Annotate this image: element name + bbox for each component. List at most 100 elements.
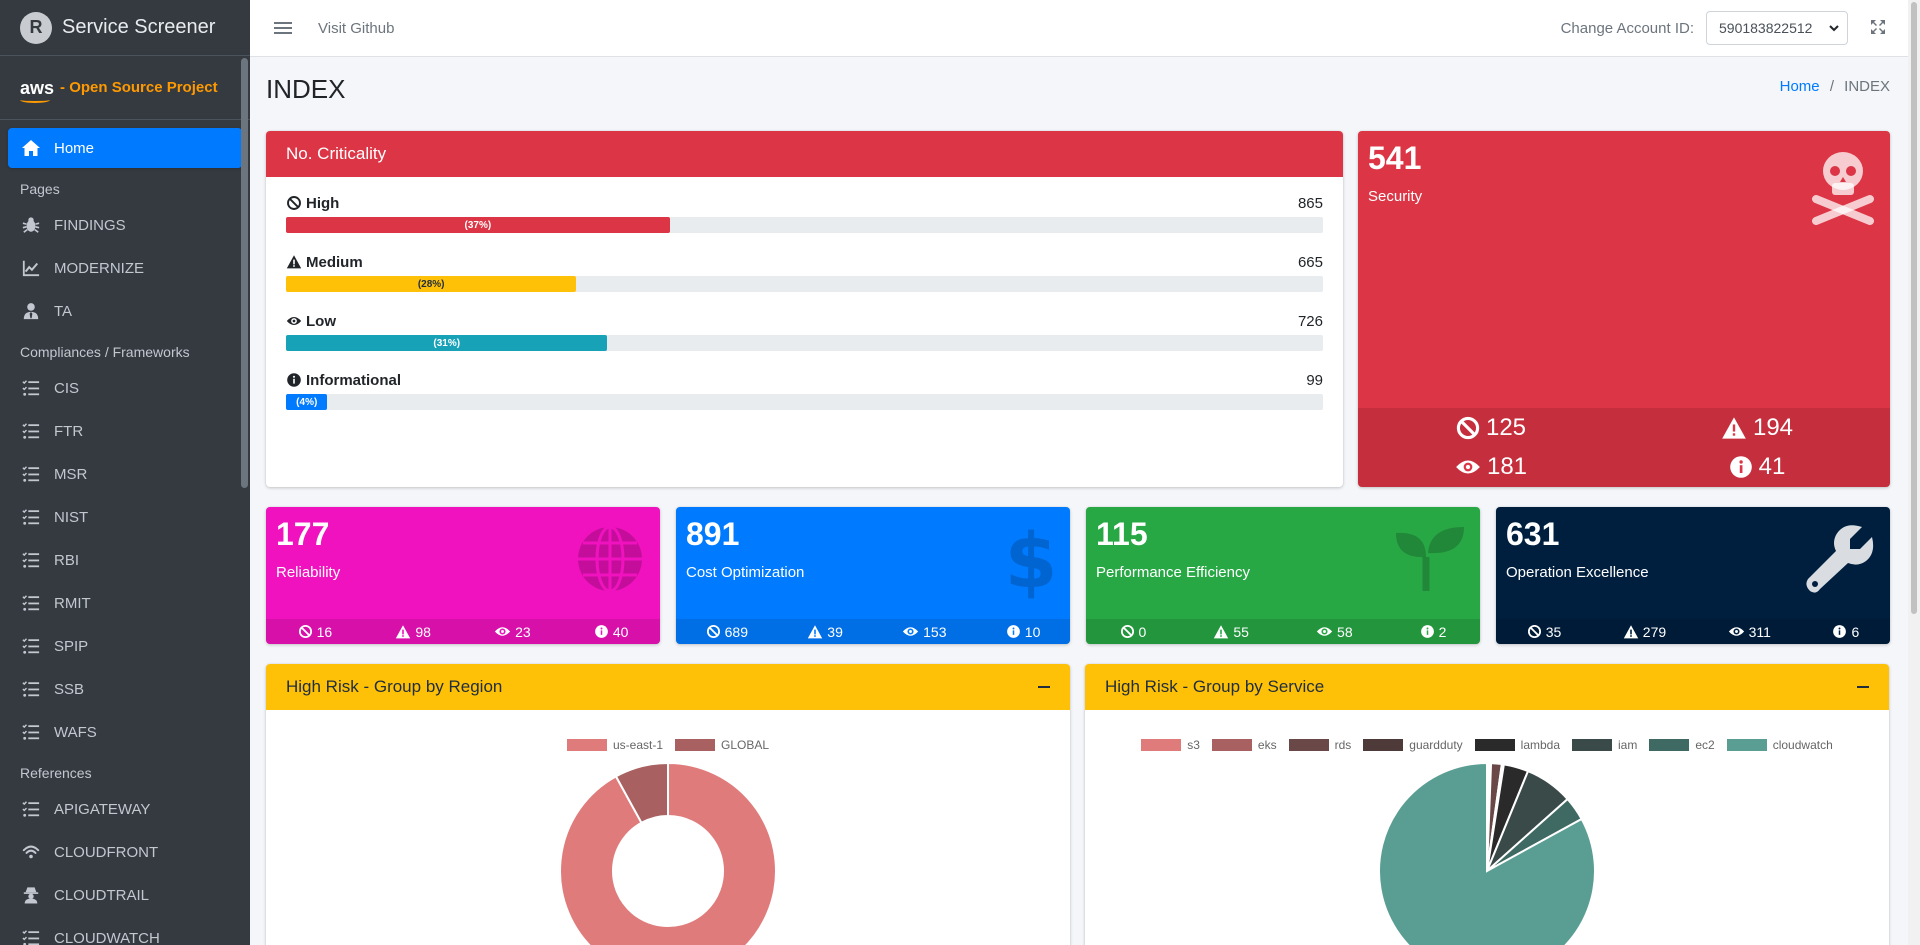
sidebar-item-home[interactable]: Home	[8, 128, 242, 168]
progress-fill: (28%)	[286, 276, 577, 292]
seedling-icon-wrap	[1394, 523, 1466, 596]
legend-label: eks	[1257, 738, 1277, 752]
list-icon	[22, 380, 40, 396]
page-scrollbar[interactable]	[1908, 0, 1920, 945]
warning-icon	[286, 255, 302, 269]
info-icon	[287, 373, 301, 387]
sidebar-item-rbi[interactable]: RBI	[8, 540, 242, 580]
legend-swatch	[1474, 739, 1515, 751]
security-label: Security	[1368, 188, 1423, 206]
legend-entry[interactable]: cloudwatch	[1726, 738, 1833, 752]
legend-entry[interactable]: ec2	[1649, 738, 1715, 752]
security-breakdown: 125 194 181 41	[1358, 408, 1890, 487]
ban-icon	[706, 624, 720, 639]
breadcrumb-current: INDEX	[1844, 78, 1890, 95]
dollar-icon-wrap: $	[1005, 516, 1058, 605]
sidebar-item-findings[interactable]: FINDINGS	[8, 205, 242, 245]
pillar-high: 16	[298, 624, 332, 640]
user-tie-icon-wrap	[20, 302, 42, 320]
legend-entry[interactable]: lambda	[1474, 738, 1561, 752]
sidebar-scrollbar[interactable]	[241, 58, 248, 488]
chart-line-icon	[22, 260, 40, 277]
sidebar-item-wafs[interactable]: WAFS	[8, 712, 242, 752]
list-icon	[22, 552, 40, 568]
menu-toggle-icon[interactable]	[274, 19, 292, 37]
collapse-icon[interactable]	[1857, 686, 1869, 688]
legend-label: lambda	[1520, 738, 1561, 752]
pie-slice-us-east-1[interactable]	[559, 761, 777, 945]
list-icon	[22, 801, 40, 817]
pillar-box-operation-excellence[interactable]: 631 Operation Excellence 35 279 311 6	[1496, 507, 1890, 644]
wifi-icon-wrap	[20, 843, 42, 861]
legend-label: s3	[1187, 738, 1200, 752]
legend-entry[interactable]: GLOBAL	[675, 738, 769, 752]
security-box[interactable]: 541 Security 125 194 181	[1358, 131, 1890, 487]
criticality-list: High 865 (37%) Medium 665 (28%) Low 726 …	[266, 177, 1343, 410]
sidebar-item-modernize[interactable]: MODERNIZE	[8, 248, 242, 288]
pillar-low: 58	[1316, 623, 1353, 640]
list-icon	[22, 638, 40, 654]
pillar-label: Cost Optimization	[686, 564, 805, 582]
legend-swatch	[1363, 739, 1404, 751]
sidebar-item-cloudtrail[interactable]: CLOUDTRAIL	[8, 875, 242, 915]
pie-slice-GLOBAL[interactable]	[614, 761, 669, 825]
legend-entry[interactable]: rds	[1288, 738, 1351, 752]
sidebar-item-label: MSR	[54, 465, 88, 483]
pillar-high: 35	[1527, 624, 1561, 640]
collapse-icon[interactable]	[1038, 686, 1050, 688]
legend-entry[interactable]: eks	[1211, 738, 1277, 752]
breadcrumb-home-link[interactable]: Home	[1779, 78, 1820, 95]
pillar-breakdown: 0 55 58 2	[1086, 619, 1480, 644]
pillar-box-reliability[interactable]: 177 Reliability 16 98 23 40	[266, 507, 660, 644]
pillar-label: Reliability	[276, 564, 341, 582]
progress-fill: (4%)	[286, 394, 328, 410]
pillar-box-cost-optimization[interactable]: 891 Cost Optimization $ 689 39 153 10	[676, 507, 1070, 644]
legend-label: ec2	[1695, 738, 1715, 752]
ban-icon	[1120, 624, 1134, 639]
legend-swatch	[566, 739, 607, 751]
account-select[interactable]: 590183822512	[1706, 11, 1848, 45]
sidebar-item-cloudfront[interactable]: CLOUDFRONT	[8, 832, 242, 872]
eye-icon	[1728, 627, 1744, 636]
pillar-box-performance-efficiency[interactable]: 115 Performance Efficiency 0 55 58 2	[1086, 507, 1480, 644]
sidebar-item-ta[interactable]: TA	[8, 291, 242, 331]
sidebar-item-nist[interactable]: NIST	[8, 497, 242, 537]
account-label: Change Account ID:	[1560, 19, 1694, 37]
security-medium: 194	[1624, 410, 1890, 446]
legend-entry[interactable]: us-east-1	[566, 738, 663, 752]
list-icon	[22, 509, 40, 525]
pie-slice-cloudwatch[interactable]	[1378, 761, 1596, 945]
pillar-medium: 98	[395, 624, 431, 640]
visit-github-link[interactable]: Visit Github	[318, 19, 395, 37]
sidebar-item-cis[interactable]: CIS	[8, 368, 242, 408]
sidebar-item-label: TA	[54, 302, 73, 320]
sidebar-item-ssb[interactable]: SSB	[8, 669, 242, 709]
list-icon	[22, 724, 40, 740]
page-title: INDEX	[266, 74, 346, 104]
pillar-medium: 279	[1623, 624, 1666, 640]
bug-icon-wrap	[20, 216, 42, 234]
security-low-count: 181	[1486, 453, 1528, 481]
sidebar-item-msr[interactable]: MSR	[8, 454, 242, 494]
pillar-info: 6	[1832, 624, 1859, 640]
sidebar-item-apigateway[interactable]: APIGATEWAY	[8, 789, 242, 829]
sidebar-item-cloudwatch[interactable]: CLOUDWATCH	[8, 918, 242, 945]
legend-entry[interactable]: iam	[1572, 738, 1637, 752]
region-chart-title: High Risk - Group by Region	[286, 677, 503, 696]
fullscreen-icon[interactable]	[1870, 19, 1886, 35]
pillar-value: 115	[1096, 516, 1148, 552]
wrench-icon-wrap	[1804, 523, 1876, 600]
info-icon	[594, 625, 608, 638]
brand[interactable]: R Service Screener	[0, 0, 250, 56]
pillar-breakdown: 16 98 23 40	[266, 619, 660, 644]
legend-entry[interactable]: guardduty	[1363, 738, 1463, 752]
chevron-down-icon	[1829, 25, 1839, 32]
sidebar-item-label: RMIT	[54, 594, 91, 612]
legend-entry[interactable]: s3	[1141, 738, 1200, 752]
sidebar-item-ftr[interactable]: FTR	[8, 411, 242, 451]
criticality-count: 865	[1297, 194, 1323, 212]
sidebar-item-rmit[interactable]: RMIT	[8, 583, 242, 623]
criticality-row-high: High 865 (37%)	[286, 193, 1323, 233]
sidebar-item-spip[interactable]: SPIP	[8, 626, 242, 666]
wrench-icon	[1806, 525, 1874, 593]
